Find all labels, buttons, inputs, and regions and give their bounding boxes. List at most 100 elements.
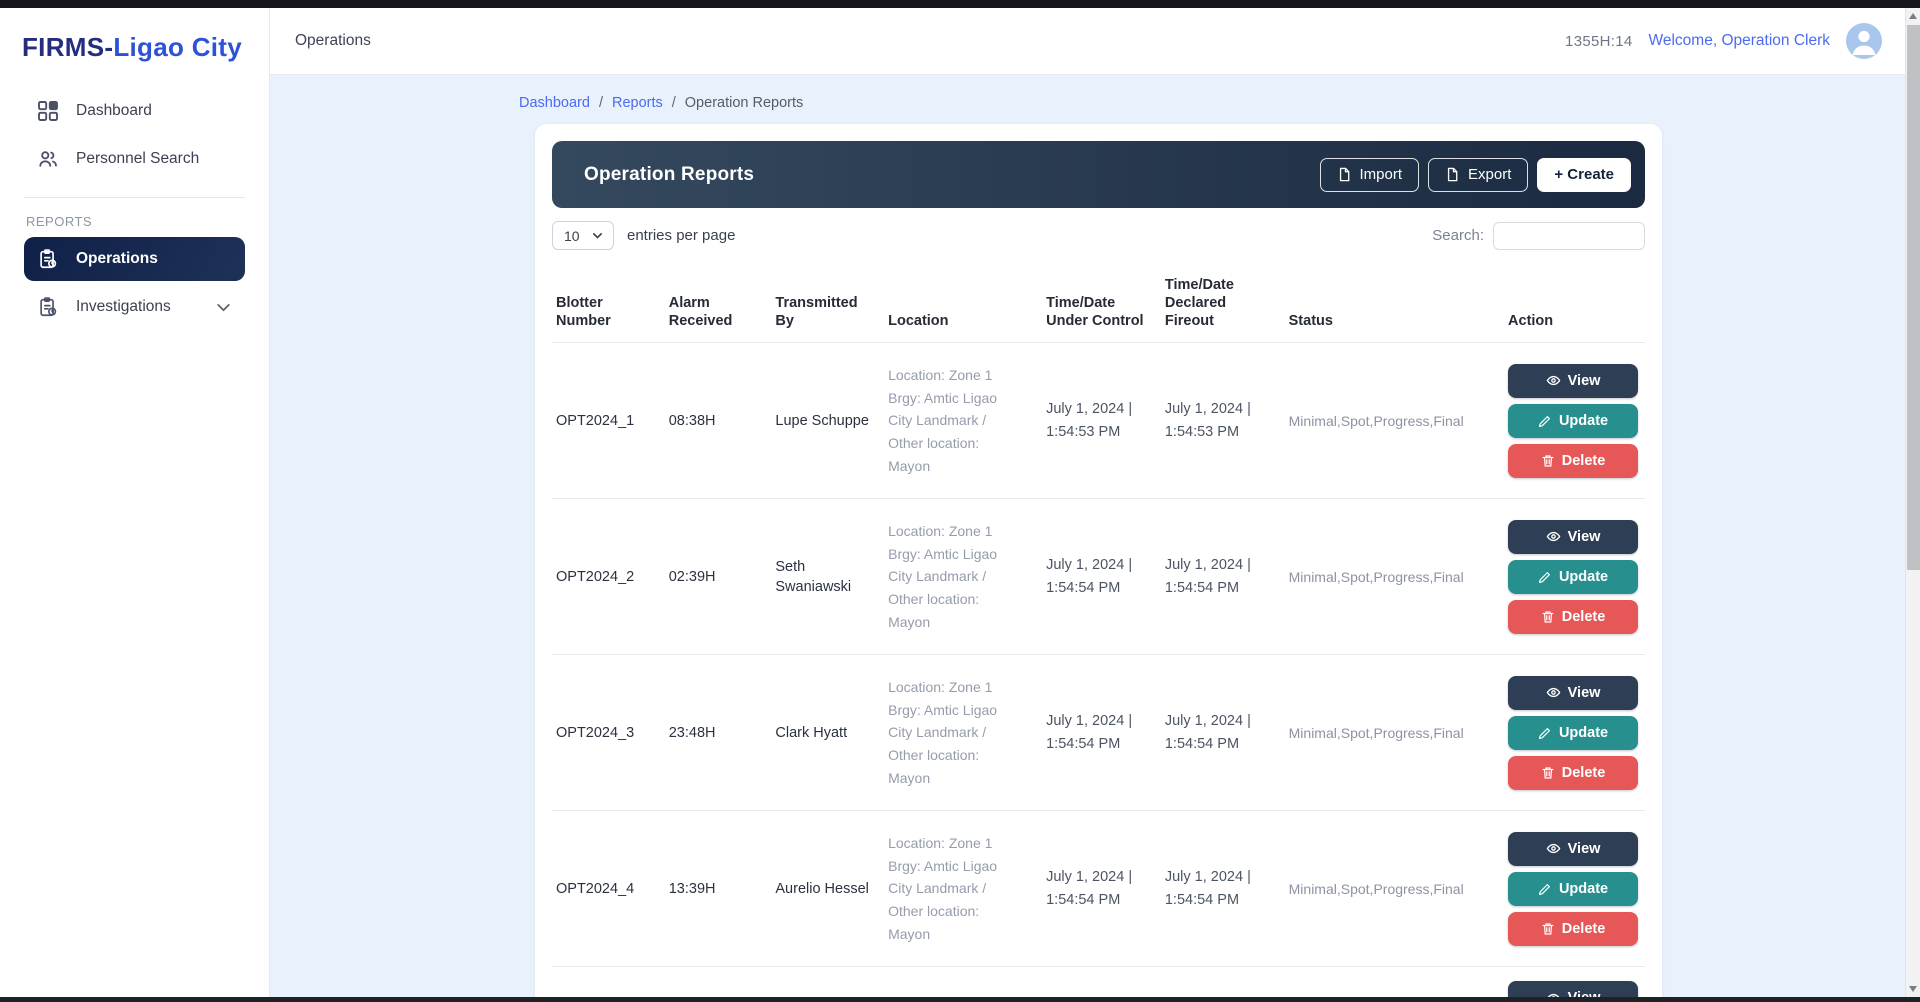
view-button[interactable]: View <box>1508 981 1639 997</box>
chevron-down-icon <box>215 299 232 316</box>
delete-button[interactable]: Delete <box>1508 755 1639 790</box>
trash-icon <box>1541 766 1555 780</box>
table-row-partial: View <box>552 967 1645 997</box>
entries-value: 10 <box>564 227 580 244</box>
location: Location: Zone 1 Brgy: Amtic Ligao City La… <box>884 498 1043 656</box>
update-button[interactable]: Update <box>1508 871 1639 906</box>
table-row: OPT2024_3 23:48H Clark Hyatt Location: Z… <box>552 654 1645 812</box>
status: Minimal,Spot,Progress,Final <box>1284 654 1505 812</box>
time-declared-fireout: July 1, 2024 | 1:54:54 PM <box>1160 498 1285 656</box>
trash-icon <box>1541 922 1555 936</box>
delete-button[interactable]: Delete <box>1508 911 1639 946</box>
clipboard-clock-icon <box>37 248 59 270</box>
delete-button[interactable]: Delete <box>1508 443 1639 478</box>
breadcrumb-dashboard[interactable]: Dashboard <box>519 95 590 111</box>
scrollbar-down-arrow[interactable] <box>1906 981 1920 997</box>
dashboard-grid-icon <box>37 100 59 122</box>
pencil-icon <box>1538 726 1552 740</box>
scrollbar-up-arrow[interactable] <box>1906 8 1920 24</box>
time-under-control: July 1, 2024 | 1:54:54 PM <box>1042 654 1161 812</box>
document-icon <box>1445 167 1460 182</box>
create-label: + Create <box>1554 166 1614 183</box>
sidebar-nav: Dashboard Personnel Search REPORTS <box>0 89 269 329</box>
col-alarm-received: Alarm Received <box>664 260 772 344</box>
sidebar: FIRMS-Ligao City Dashboard <box>0 8 270 997</box>
delete-button[interactable]: Delete <box>1508 599 1639 634</box>
export-button[interactable]: Export <box>1428 157 1529 192</box>
view-button[interactable]: View <box>1508 363 1639 398</box>
entries-per-page-select[interactable]: 10 <box>552 221 614 250</box>
eye-icon <box>1546 841 1561 856</box>
table-row: OPT2024_2 02:39H Seth Swaniawski Locatio… <box>552 498 1645 656</box>
update-button[interactable]: Update <box>1508 403 1639 438</box>
update-button[interactable]: Update <box>1508 559 1639 594</box>
main-area: Operations 1355H:14 Welcome, Operation C… <box>270 8 1920 997</box>
transmitted-by: Seth Swaniawski <box>771 498 885 656</box>
table-controls: 10 entries per page Search: <box>552 221 1645 250</box>
breadcrumb-separator: / <box>671 95 676 111</box>
eye-icon <box>1546 991 1561 997</box>
time-under-control: July 1, 2024 | 1:54:54 PM <box>1042 810 1161 968</box>
view-button[interactable]: View <box>1508 831 1639 866</box>
import-button[interactable]: Import <box>1319 157 1420 192</box>
content-area: Dashboard / Reports / Operation Reports … <box>270 75 1920 997</box>
table-row: OPT2024_1 08:38H Lupe Schuppe Location: … <box>552 342 1645 500</box>
pencil-icon <box>1538 882 1552 896</box>
logo-part-firms: FIRMS- <box>22 32 114 62</box>
sidebar-item-label: Dashboard <box>76 102 152 119</box>
eye-icon <box>1546 373 1561 388</box>
col-blotter-number: Blotter Number <box>552 260 665 344</box>
actions-cell: View Update Delete <box>1504 342 1645 500</box>
update-button[interactable]: Update <box>1508 715 1639 750</box>
view-button[interactable]: View <box>1508 519 1639 554</box>
blotter-number: OPT2024_2 <box>552 498 665 656</box>
sidebar-section-reports: REPORTS <box>26 214 93 229</box>
window-bottom-strip <box>0 997 1920 1002</box>
trash-icon <box>1541 454 1555 468</box>
user-avatar[interactable] <box>1846 23 1882 59</box>
col-location: Location <box>884 260 1043 344</box>
avatar-person-icon <box>1846 23 1882 59</box>
pencil-icon <box>1538 570 1552 584</box>
sidebar-item-investigations[interactable]: Investigations <box>24 285 245 329</box>
time-declared-fireout: July 1, 2024 | 1:54:53 PM <box>1160 342 1285 500</box>
page-title: Operations <box>295 32 371 49</box>
sidebar-item-operations[interactable]: Operations <box>24 237 245 281</box>
time-declared-fireout: July 1, 2024 | 1:54:54 PM <box>1160 810 1285 968</box>
alarm-received: 08:38H <box>664 342 772 500</box>
breadcrumb-reports[interactable]: Reports <box>611 95 663 111</box>
military-time: 1355H:14 <box>1565 32 1633 50</box>
operation-reports-table: Blotter Number Alarm Received Transmitte… <box>552 260 1645 997</box>
col-action: Action <box>1504 260 1645 344</box>
sidebar-item-personnel-search[interactable]: Personnel Search <box>24 137 245 181</box>
view-button[interactable]: View <box>1508 675 1639 710</box>
status: Minimal,Spot,Progress,Final <box>1284 342 1505 500</box>
actions-cell: View <box>1504 967 1645 997</box>
scrollbar-thumb[interactable] <box>1907 25 1920 570</box>
vertical-scrollbar <box>1905 8 1920 997</box>
create-button[interactable]: + Create <box>1537 157 1631 192</box>
trash-icon <box>1541 610 1555 624</box>
sidebar-item-dashboard[interactable]: Dashboard <box>24 89 245 133</box>
search-label: Search: <box>1432 227 1484 244</box>
location: Location: Zone 1 Brgy: Amtic Ligao City La… <box>884 810 1043 968</box>
status: Minimal,Spot,Progress,Final <box>1284 810 1505 968</box>
time-declared-fireout: July 1, 2024 | 1:54:54 PM <box>1160 654 1285 812</box>
search-wrap: Search: <box>1432 221 1645 250</box>
blotter-number: OPT2024_4 <box>552 810 665 968</box>
search-input[interactable] <box>1493 221 1645 250</box>
actions-cell: View Update Delete <box>1504 810 1645 968</box>
operation-reports-card: Operation Reports Import <box>535 124 1662 997</box>
eye-icon <box>1546 685 1561 700</box>
alarm-received: 02:39H <box>664 498 772 656</box>
status: Minimal,Spot,Progress,Final <box>1284 498 1505 656</box>
alarm-received: 23:48H <box>664 654 772 812</box>
logo-part-city: Ligao City <box>113 32 243 62</box>
topbar-right: 1355H:14 Welcome, Operation Clerk <box>1565 23 1882 59</box>
export-label: Export <box>1468 166 1512 183</box>
app-root: FIRMS-Ligao City Dashboard <box>0 8 1920 997</box>
welcome-user-link[interactable]: Welcome, Operation Clerk <box>1648 32 1830 49</box>
sidebar-item-label: Operations <box>76 250 158 267</box>
table-row: OPT2024_4 13:39H Aurelio Hessel Location… <box>552 810 1645 968</box>
entries-per-page-label: entries per page <box>627 227 736 244</box>
